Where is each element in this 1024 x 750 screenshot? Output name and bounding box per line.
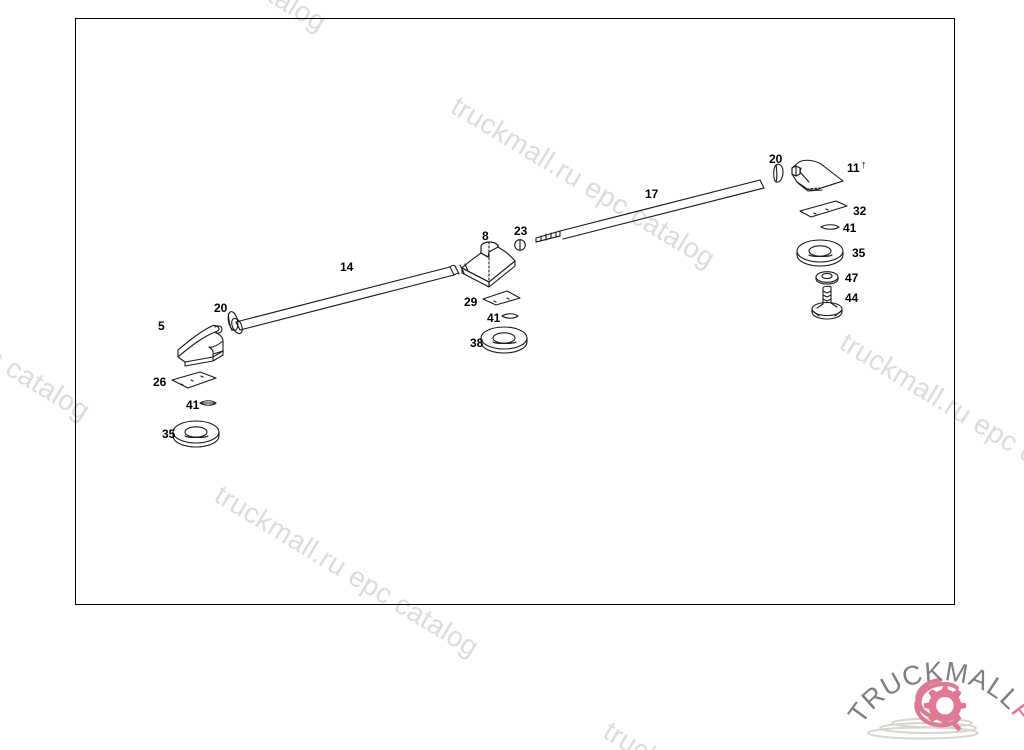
svg-text:TRUCKMALLPARTS: TRUCKMALLPARTS — [0, 0, 1024, 729]
